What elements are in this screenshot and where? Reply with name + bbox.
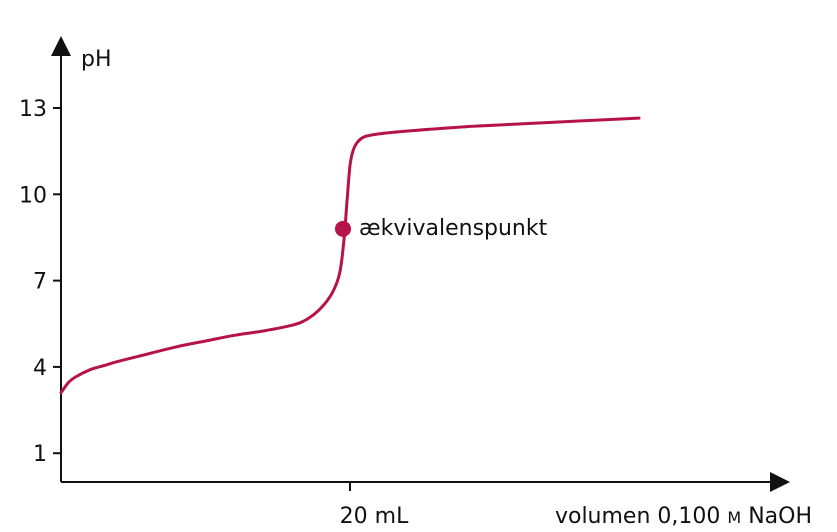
equivalence-point-marker: [335, 220, 351, 237]
x-axis-label: volumen 0,100 M NaOH: [555, 504, 812, 529]
x-axis-label-prefix: volumen 0,100: [555, 504, 727, 529]
x-axis-label-unit: M: [727, 508, 741, 527]
x-tick-label: 20 mL: [340, 504, 409, 529]
y-tick-label: 4: [33, 356, 47, 381]
x-axis-label-suffix: NaOH: [741, 504, 812, 529]
y-tick-label: 10: [19, 183, 47, 208]
y-axis-label: pH: [81, 47, 112, 72]
annotation-layer: ækvivalenspunkt: [335, 216, 548, 241]
curve-layer: [59, 116, 641, 395]
axes: [51, 36, 790, 492]
ticks: 1 4 7 10 13 20 mL: [19, 97, 409, 529]
equivalence-point-label: ækvivalenspunkt: [359, 216, 548, 241]
titration-curve: [59, 116, 641, 395]
y-tick-label: 1: [33, 442, 47, 467]
y-tick-label: 13: [19, 97, 47, 122]
y-tick-label: 7: [33, 270, 47, 295]
